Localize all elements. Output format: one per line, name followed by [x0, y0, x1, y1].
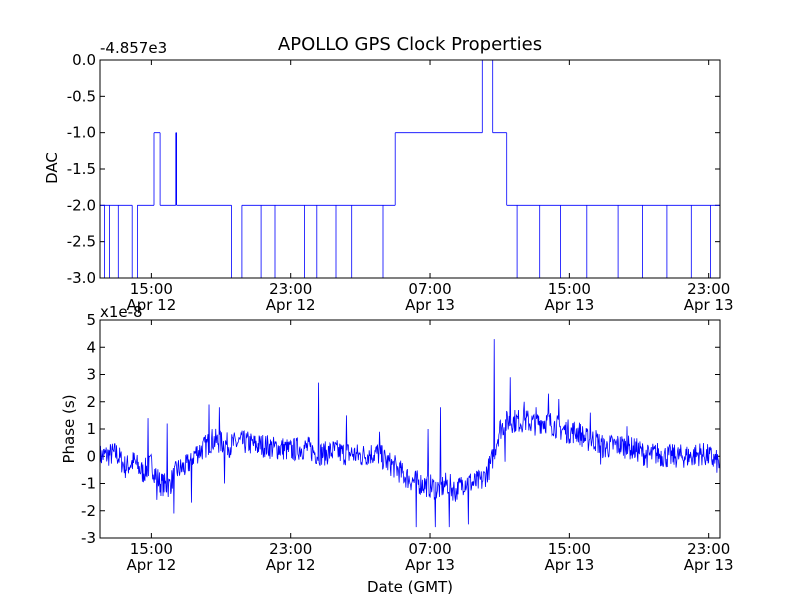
dac-x-tick-date: Apr 13 — [684, 296, 734, 314]
dac-x-tick-date: Apr 12 — [266, 296, 316, 314]
dac-x-tick-date: Apr 13 — [405, 296, 455, 314]
phase-y-tick-label: -2 — [81, 502, 96, 520]
dac-x-tick-time: 15:00 — [548, 280, 591, 298]
phase-y-tick-label: -3 — [81, 529, 96, 547]
phase-series-line — [100, 339, 720, 528]
phase-x-tick-date: Apr 13 — [405, 556, 455, 574]
dac-offset-label: -4.857e3 — [100, 39, 167, 57]
phase-x-tick-time: 15:00 — [548, 540, 591, 558]
dac-y-axis-label: DAC — [43, 152, 61, 184]
phase-y-tick-label: 2 — [86, 393, 96, 411]
dac-y-ticks: -3.0 -2.5 -2.0 -1.5 -1.0 -0.5 0.0 — [67, 51, 720, 287]
phase-y-tick-label: 3 — [86, 366, 96, 384]
dac-x-tick-time: 23:00 — [687, 280, 730, 298]
phase-x-tick-time: 15:00 — [130, 540, 173, 558]
phase-y-tick-label: 4 — [86, 338, 96, 356]
phase-y-tick-label: -1 — [81, 475, 96, 493]
dac-x-tick-date: Apr 12 — [126, 296, 176, 314]
phase-y-ticks: -3 -2 -1 0 1 2 3 4 5 — [81, 311, 720, 547]
dac-axes-frame — [99, 59, 721, 279]
dac-x-tick-time: 07:00 — [408, 280, 451, 298]
phase-axes-frame — [99, 319, 721, 539]
dac-series-line — [100, 60, 720, 278]
phase-x-tick-time: 07:00 — [408, 540, 451, 558]
phase-x-tick-time: 23:00 — [269, 540, 312, 558]
phase-x-tick-date: Apr 12 — [126, 556, 176, 574]
phase-x-axis-label: Date (GMT) — [367, 578, 453, 596]
phase-offset-label: x1e-8 — [100, 303, 143, 321]
dac-y-tick-label: -0.5 — [67, 87, 96, 105]
dac-y-tick-label: -2.0 — [67, 196, 96, 214]
phase-series — [100, 339, 720, 528]
phase-y-tick-label: 5 — [86, 311, 96, 329]
dac-y-tick-label: -1.0 — [67, 124, 96, 142]
phase-y-tick-label: 0 — [86, 447, 96, 465]
chart-title: APOLLO GPS Clock Properties — [278, 34, 542, 55]
dac-y-tick-label: -2.5 — [67, 233, 96, 251]
phase-y-tick-label: 1 — [86, 420, 96, 438]
dac-x-tick-time: 23:00 — [269, 280, 312, 298]
phase-x-tick-date: Apr 13 — [544, 556, 594, 574]
dac-x-tick-date: Apr 13 — [544, 296, 594, 314]
dac-series — [100, 60, 720, 278]
phase-y-axis-label: Phase (s) — [60, 394, 78, 463]
phase-x-tick-date: Apr 13 — [684, 556, 734, 574]
dac-panel: -4.857e3 DAC -3.0 -2.5 -2.0 -1.5 -1.0 -0.5 0.0… — [43, 39, 734, 314]
dac-y-tick-label: -3.0 — [67, 269, 96, 287]
dac-y-tick-label: 0.0 — [72, 51, 96, 69]
dac-x-tick-time: 15:00 — [130, 280, 173, 298]
phase-x-tick-time: 23:00 — [687, 540, 730, 558]
phase-x-tick-date: Apr 12 — [266, 556, 316, 574]
dac-y-tick-label: -1.5 — [67, 160, 96, 178]
